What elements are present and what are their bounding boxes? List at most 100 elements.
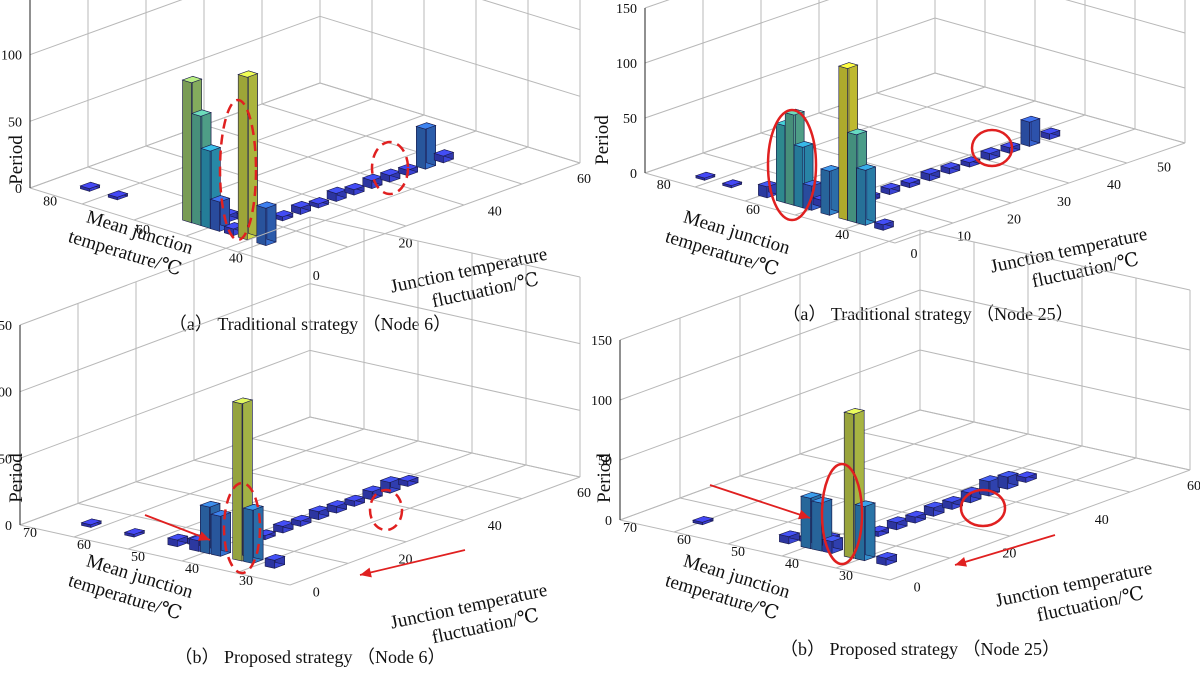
z-tick-label: 150 bbox=[0, 319, 12, 334]
highlight-ellipse bbox=[959, 488, 1007, 528]
bar bbox=[875, 552, 898, 566]
y-tick-label: 40 bbox=[185, 562, 199, 577]
bars bbox=[79, 70, 455, 247]
bar bbox=[819, 165, 841, 216]
z-tick-label: 150 bbox=[591, 334, 612, 349]
z-axis-label: Period bbox=[6, 453, 27, 503]
y-tick-label: 70 bbox=[623, 521, 637, 536]
bar bbox=[123, 528, 146, 538]
bar bbox=[821, 535, 844, 554]
bar bbox=[343, 182, 366, 196]
svg-text:Mean junctiontemperature/℃: Mean junctiontemperature/℃ bbox=[663, 547, 793, 626]
bar bbox=[326, 186, 348, 202]
z-axis-label: Period bbox=[594, 453, 615, 503]
bar bbox=[996, 470, 1020, 490]
y-tick-label: 60 bbox=[136, 223, 150, 238]
y-tick-label: 50 bbox=[131, 550, 145, 565]
bar bbox=[904, 510, 927, 524]
highlight-ellipse bbox=[218, 98, 258, 242]
bars bbox=[691, 408, 1038, 566]
y-tick-label: 40 bbox=[835, 228, 849, 243]
z-tick-label: 100 bbox=[0, 386, 12, 401]
z-tick-label: 50 bbox=[623, 112, 637, 127]
y-tick-label: 40 bbox=[785, 557, 799, 572]
highlight-arrow bbox=[954, 534, 1056, 567]
bar bbox=[290, 200, 312, 215]
panel-caption: （b） Proposed strategy （Node 25） bbox=[780, 639, 1060, 659]
y-axis-label: Mean junctiontemperature/℃ bbox=[66, 203, 196, 282]
svg-text:Mean junctiontemperature/℃: Mean junctiontemperature/℃ bbox=[663, 203, 793, 282]
x-tick-label: 60 bbox=[577, 486, 591, 501]
bar bbox=[879, 182, 901, 196]
highlight-arrow bbox=[709, 484, 811, 520]
x-tick-label: 40 bbox=[488, 204, 502, 219]
y-axis-label: Mean junctiontemperature/℃ bbox=[663, 547, 793, 626]
y-tick-label: 60 bbox=[677, 533, 691, 548]
bar bbox=[757, 180, 779, 199]
svg-text:Junction temperaturefluctuatio: Junction temperaturefluctuation/℃ bbox=[993, 558, 1159, 634]
bar bbox=[264, 554, 286, 569]
bar bbox=[433, 149, 455, 164]
panel-a-node6: 0 50 100 150 40 60 80 0 20 40 60 Period Mean junctio… bbox=[1, 0, 591, 334]
y-tick-label: 70 bbox=[23, 526, 37, 541]
bar bbox=[415, 122, 437, 170]
highlight-ellipse bbox=[970, 128, 1014, 168]
bar bbox=[923, 501, 946, 517]
z-axis-label: Period bbox=[592, 115, 613, 165]
x-tick-label: 50 bbox=[1157, 161, 1171, 176]
bar bbox=[210, 510, 232, 557]
bar bbox=[941, 496, 964, 510]
svg-text:Mean junctiontemperature/℃: Mean junctiontemperature/℃ bbox=[66, 203, 196, 282]
x-tick-label: 40 bbox=[1107, 178, 1121, 193]
bars bbox=[80, 397, 420, 569]
x-axis-label: Junction temperaturefluctuation/℃ bbox=[988, 224, 1149, 292]
svg-text:Junction temperaturefluctuatio: Junction temperaturefluctuation/℃ bbox=[388, 244, 554, 320]
x-tick-label: 0 bbox=[911, 247, 918, 262]
z-tick-label: 0 bbox=[5, 519, 12, 534]
x-axis-label: Junction temperaturefluctuation/℃ bbox=[388, 244, 554, 320]
highlight-ellipse bbox=[368, 488, 404, 532]
y-axis-label: Mean junctiontemperature/℃ bbox=[663, 203, 793, 282]
bar bbox=[397, 474, 420, 487]
x-tick-label: 0 bbox=[313, 586, 320, 601]
bar bbox=[308, 197, 330, 209]
highlight-ellipse bbox=[820, 462, 864, 566]
y-tick-label: 30 bbox=[239, 574, 253, 589]
x-tick-label: 10 bbox=[957, 230, 971, 245]
bar bbox=[853, 500, 877, 562]
bar bbox=[939, 162, 961, 175]
bar bbox=[979, 147, 1001, 161]
bar bbox=[886, 516, 909, 531]
bar bbox=[899, 177, 921, 189]
bar bbox=[691, 516, 715, 526]
bar bbox=[290, 514, 313, 527]
x-axis-label: Junction temperaturefluctuation/℃ bbox=[388, 580, 549, 648]
bar bbox=[255, 201, 277, 247]
z-tick-label: 50 bbox=[8, 115, 22, 130]
bar bbox=[308, 505, 330, 521]
bar bbox=[343, 494, 366, 507]
z-tick-label: 150 bbox=[616, 2, 637, 17]
bar bbox=[237, 70, 259, 241]
highlight-arrow bbox=[144, 514, 211, 541]
grid-box bbox=[29, 0, 581, 269]
x-tick-label: 0 bbox=[914, 581, 921, 596]
grid-box bbox=[644, 0, 1186, 244]
x-tick-label: 60 bbox=[1187, 479, 1200, 494]
panel-a-node25: 0 50 100 150 40 60 80 0 10 20 30 40 50 Period Mean jun… bbox=[592, 0, 1186, 324]
bar bbox=[379, 168, 401, 183]
x-tick-label: 20 bbox=[1007, 212, 1021, 227]
z-tick-label: 50 bbox=[0, 452, 12, 467]
bars bbox=[694, 62, 1061, 231]
x-tick-label: 40 bbox=[1095, 513, 1109, 528]
bar bbox=[272, 209, 294, 222]
bar bbox=[166, 533, 189, 548]
bar bbox=[326, 500, 348, 514]
y-tick-label: 80 bbox=[657, 178, 671, 193]
z-tick-label: 100 bbox=[616, 57, 637, 72]
highlight-arrow bbox=[359, 549, 466, 578]
z-tick-label: 0 bbox=[15, 182, 22, 197]
x-tick-label: 40 bbox=[488, 519, 502, 534]
bar bbox=[1019, 115, 1041, 147]
